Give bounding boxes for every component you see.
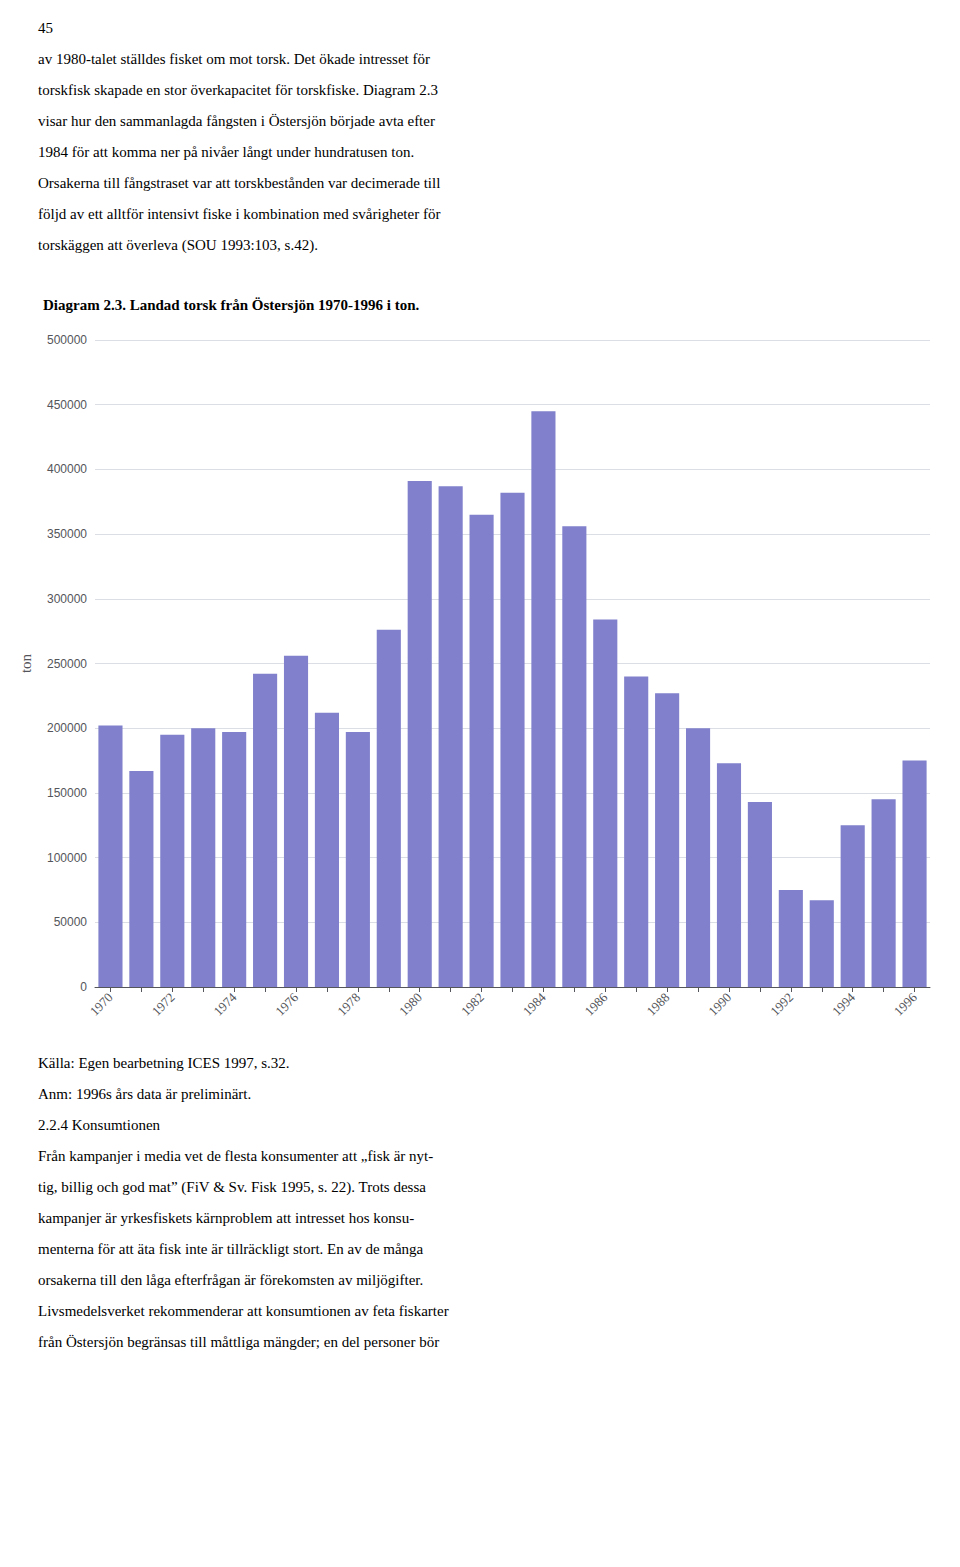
svg-text:ton: ton [18,653,34,673]
svg-text:400000: 400000 [47,462,87,476]
svg-text:200000: 200000 [47,721,87,735]
svg-text:1980: 1980 [396,990,425,1019]
svg-text:1992: 1992 [767,990,796,1019]
svg-text:300000: 300000 [47,592,87,606]
svg-text:torskfisk skapade en stor över: torskfisk skapade en stor överkapacitet … [38,82,438,98]
svg-text:1996: 1996 [891,989,920,1018]
svg-text:orsakerna till den låga efterf: orsakerna till den låga efterfrågan är f… [38,1272,423,1288]
svg-text:1984 för att komma ner på nivå: 1984 för att komma ner på nivåer långt u… [38,144,414,160]
svg-text:tig, billig och god mat” (FiV: tig, billig och god mat” (FiV & Sv. Fisk… [38,1179,426,1196]
svg-text:500000: 500000 [47,333,87,347]
svg-text:Diagram 2.3. Landad torsk från: Diagram 2.3. Landad torsk från Östersjön… [43,297,420,313]
svg-text:1990: 1990 [705,990,734,1019]
svg-text:450000: 450000 [47,398,87,412]
svg-text:1994: 1994 [829,989,858,1018]
svg-text:100000: 100000 [47,851,87,865]
svg-text:50000: 50000 [54,915,88,929]
svg-text:0: 0 [80,980,87,994]
svg-text:1982: 1982 [458,990,487,1019]
svg-text:1972: 1972 [149,990,178,1019]
svg-text:visar hur den sammanlagda fång: visar hur den sammanlagda fångsten i Öst… [38,113,435,129]
svg-text:Anm: 1996s års data är prelimi: Anm: 1996s års data är preliminärt. [38,1086,251,1102]
svg-text:1970: 1970 [87,990,116,1019]
svg-text:Livsmedelsverket rekommenderar: Livsmedelsverket rekommenderar att konsu… [38,1303,449,1319]
svg-text:1978: 1978 [334,990,363,1019]
svg-text:från Östersjön begränsas till: från Östersjön begränsas till måttliga m… [38,1334,439,1350]
svg-text:350000: 350000 [47,527,87,541]
svg-text:Källa: Egen bearbetning ICES 1: Källa: Egen bearbetning ICES 1997, s.32. [38,1055,290,1071]
svg-text:Från kampanjer i media vet de: Från kampanjer i media vet de flesta kon… [38,1148,433,1164]
svg-text:45: 45 [38,20,53,36]
svg-text:menterna för att äta fisk inte: menterna för att äta fisk inte är tillrä… [38,1241,424,1257]
svg-text:1988: 1988 [643,990,672,1019]
svg-text:Orsakerna till fångstraset var: Orsakerna till fångstraset var att torsk… [38,175,440,191]
svg-text:kampanjer är yrkesfiskets kärn: kampanjer är yrkesfiskets kärnproblem at… [38,1210,414,1226]
svg-text:av 1980-talet ställdes fisket: av 1980-talet ställdes fisket om mot tor… [38,51,430,67]
svg-text:250000: 250000 [47,657,87,671]
svg-text:150000: 150000 [47,786,87,800]
svg-text:2.2.4 Konsumtionen: 2.2.4 Konsumtionen [38,1117,161,1133]
svg-text:1976: 1976 [272,989,301,1018]
svg-text:1986: 1986 [582,989,611,1018]
svg-text:följd av ett alltför intensivt: följd av ett alltför intensivt fiske i k… [38,206,440,222]
svg-text:1984: 1984 [520,989,549,1018]
svg-text:1974: 1974 [211,989,240,1018]
svg-text:torskäggen att överleva (SOU 1: torskäggen att överleva (SOU 1993:103, s… [38,237,318,254]
